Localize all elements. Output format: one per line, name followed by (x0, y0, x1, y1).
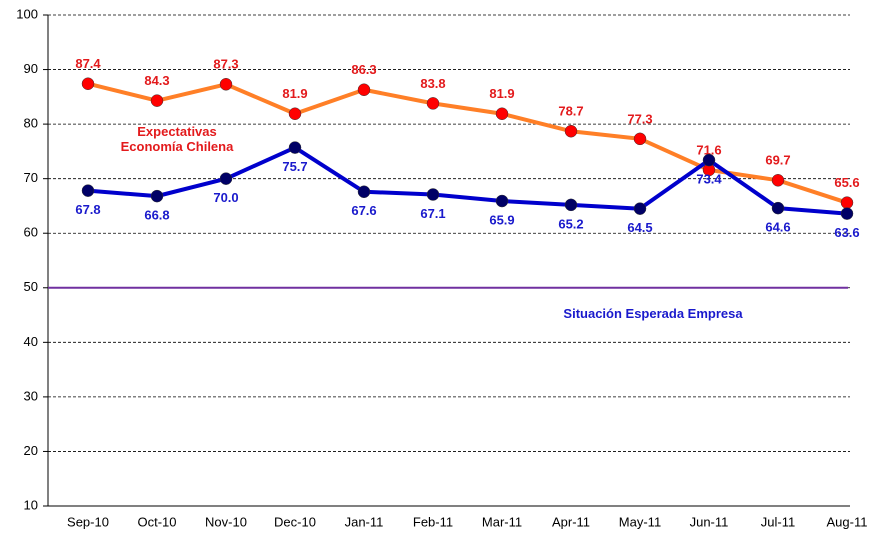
data-label: 84.3 (144, 73, 169, 88)
x-tick-label: Nov-10 (205, 514, 247, 529)
marker (219, 172, 233, 185)
marker (426, 188, 440, 201)
marker (771, 201, 785, 215)
data-label: 67.8 (75, 202, 100, 217)
data-label: 81.9 (282, 86, 307, 101)
series-line (87, 81, 848, 205)
data-label: 66.8 (144, 208, 169, 223)
marker (564, 124, 578, 138)
data-label: 69.7 (765, 153, 790, 168)
y-tick-label: 20 (24, 443, 38, 458)
data-label: 65.2 (558, 216, 583, 231)
data-label: 71.6 (696, 142, 721, 157)
data-label: 77.3 (627, 111, 652, 126)
y-tick-label: 60 (24, 225, 38, 240)
data-label: 70.0 (213, 190, 238, 205)
marker (288, 107, 302, 120)
marker (495, 107, 509, 120)
y-tick-label: 70 (24, 170, 38, 185)
data-label: 87.3 (213, 57, 238, 72)
data-label: 75.7 (282, 159, 307, 174)
marker (495, 194, 509, 208)
marker (357, 185, 371, 199)
marker (219, 78, 233, 91)
x-tick-label: Jun-11 (690, 514, 729, 529)
x-tick-label: Apr-11 (552, 514, 590, 529)
data-label: 65.9 (489, 212, 514, 227)
marker (426, 97, 440, 110)
marker (633, 202, 647, 215)
data-label: 78.7 (558, 104, 583, 119)
data-label: 81.9 (489, 86, 514, 101)
data-label: 63.6 (834, 225, 859, 240)
data-label: 73.4 (696, 172, 722, 187)
series-label: Expectativas Economía Chilena (120, 124, 234, 154)
data-label: 86.3 (351, 62, 376, 77)
x-tick-label: Oct-10 (137, 514, 176, 529)
series-label: Situación Esperada Empresa (563, 306, 743, 321)
marker (81, 184, 95, 197)
data-label: 67.6 (351, 203, 376, 218)
marker (357, 83, 371, 96)
data-label: 87.4 (75, 56, 101, 71)
marker (288, 141, 302, 154)
marker (150, 189, 164, 203)
marker (771, 174, 785, 187)
marker (81, 77, 95, 90)
x-tick-label: Jan-11 (345, 514, 384, 529)
y-tick-label: 30 (24, 388, 38, 403)
x-tick-label: May-11 (619, 514, 661, 529)
data-label: 83.8 (420, 76, 445, 91)
marker (840, 207, 854, 220)
data-label: 64.6 (765, 220, 790, 235)
y-tick-label: 40 (24, 334, 38, 349)
marker (633, 132, 647, 146)
marker (702, 153, 716, 167)
data-label: 65.6 (834, 175, 859, 190)
marker (150, 94, 164, 107)
marker (840, 196, 854, 209)
x-tick-label: Jul-11 (761, 514, 795, 529)
series-line (87, 145, 848, 216)
y-tick-label: 100 (16, 6, 38, 21)
x-tick-label: Dec-10 (274, 514, 316, 529)
data-label: 67.1 (420, 206, 445, 221)
data-label: 64.5 (627, 220, 652, 235)
x-tick-label: Sep-10 (67, 514, 109, 529)
y-tick-label: 50 (24, 279, 38, 294)
y-tick-label: 80 (24, 116, 38, 131)
x-tick-label: Mar-11 (482, 514, 522, 529)
x-tick-label: Aug-11 (827, 514, 868, 529)
x-tick-label: Feb-11 (413, 514, 453, 529)
marker (564, 198, 578, 212)
y-tick-label: 10 (24, 497, 38, 512)
y-tick-label: 90 (24, 61, 38, 76)
